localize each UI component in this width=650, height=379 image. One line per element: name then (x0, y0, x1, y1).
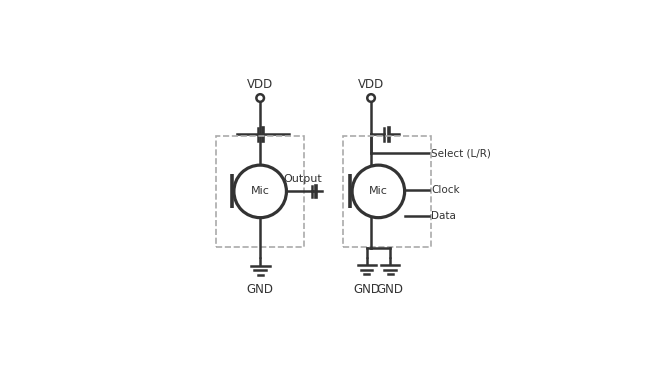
Text: Data: Data (431, 211, 456, 221)
Text: VDD: VDD (358, 78, 384, 91)
Text: Mic: Mic (369, 186, 388, 196)
Text: Clock: Clock (431, 185, 460, 195)
Bar (343, 136, 431, 247)
Circle shape (234, 165, 287, 218)
Text: GND: GND (353, 283, 380, 296)
Text: GND: GND (376, 283, 404, 296)
Bar (216, 136, 304, 247)
Text: GND: GND (246, 283, 274, 296)
Circle shape (352, 165, 404, 218)
Text: Output: Output (283, 174, 322, 184)
Text: VDD: VDD (247, 78, 273, 91)
Text: Mic: Mic (251, 186, 270, 196)
Text: Select (L/R): Select (L/R) (431, 149, 491, 158)
